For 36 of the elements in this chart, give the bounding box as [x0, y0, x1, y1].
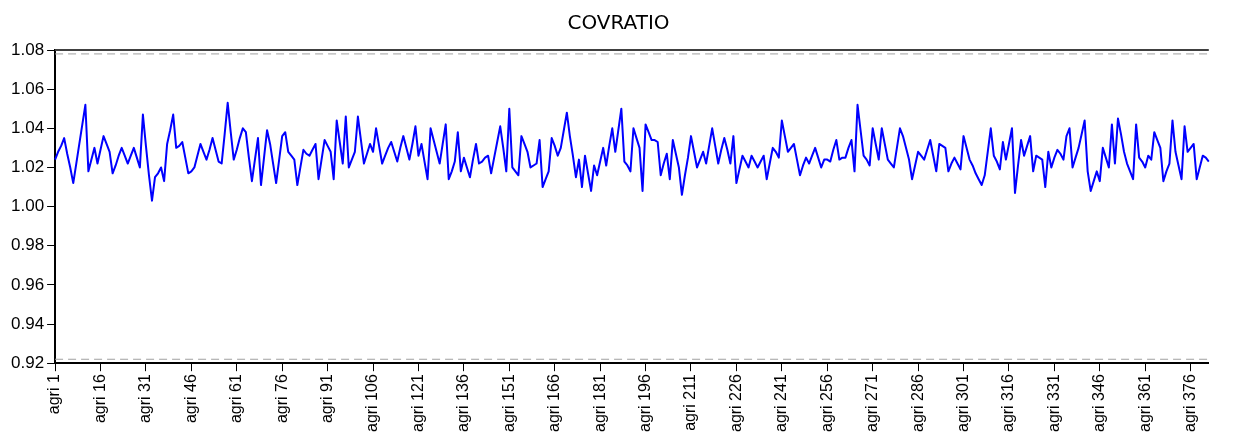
x-tick-label: agri 331 [1044, 374, 1062, 433]
x-tick-label: agri 316 [999, 374, 1017, 433]
y-tick-label: 1.08 [10, 39, 45, 59]
x-tick-label: agri 1 [45, 374, 63, 415]
y-tick-label: 0.94 [10, 313, 45, 333]
y-tick-label: 0.96 [10, 274, 45, 294]
x-tick-label: agri 241 [772, 374, 790, 433]
x-tick-label: agri 46 [181, 374, 199, 424]
x-tick-label: agri 361 [1135, 374, 1153, 433]
x-tick-label: agri 286 [908, 374, 926, 433]
x-tick-label: agri 256 [817, 374, 835, 433]
x-tick-label: agri 76 [272, 374, 290, 424]
x-tick-label: agri 301 [953, 374, 971, 433]
x-tick-label: agri 31 [136, 374, 154, 424]
x-tick-label: agri 226 [726, 374, 744, 433]
x-tick-label: agri 346 [1090, 374, 1108, 433]
y-tick-label: 0.92 [10, 352, 45, 372]
x-tick-label: agri 136 [454, 374, 472, 433]
x-tick-label: agri 211 [681, 374, 699, 431]
x-tick-label: agri 151 [499, 374, 517, 433]
x-tick-label: agri 181 [590, 374, 608, 433]
x-tick-label: agri 106 [363, 374, 381, 433]
y-tick-label: 1.02 [10, 157, 45, 177]
y-tick-label: 1.00 [10, 196, 45, 216]
x-tick-label: agri 16 [90, 374, 108, 424]
y-tick-label: 0.98 [10, 235, 45, 255]
x-tick-label: agri 166 [545, 374, 563, 433]
x-tick-label: agri 91 [318, 374, 336, 424]
y-tick-label: 1.06 [10, 78, 45, 98]
y-tick-label: 1.04 [10, 117, 45, 137]
x-tick-label: agri 376 [1181, 374, 1199, 433]
x-tick-label: agri 61 [227, 374, 245, 424]
chart-title: COVRATIO [567, 10, 670, 35]
x-tick-label: agri 196 [635, 374, 653, 433]
x-tick-label: agri 121 [408, 374, 426, 433]
x-tick-label: agri 271 [863, 374, 881, 433]
